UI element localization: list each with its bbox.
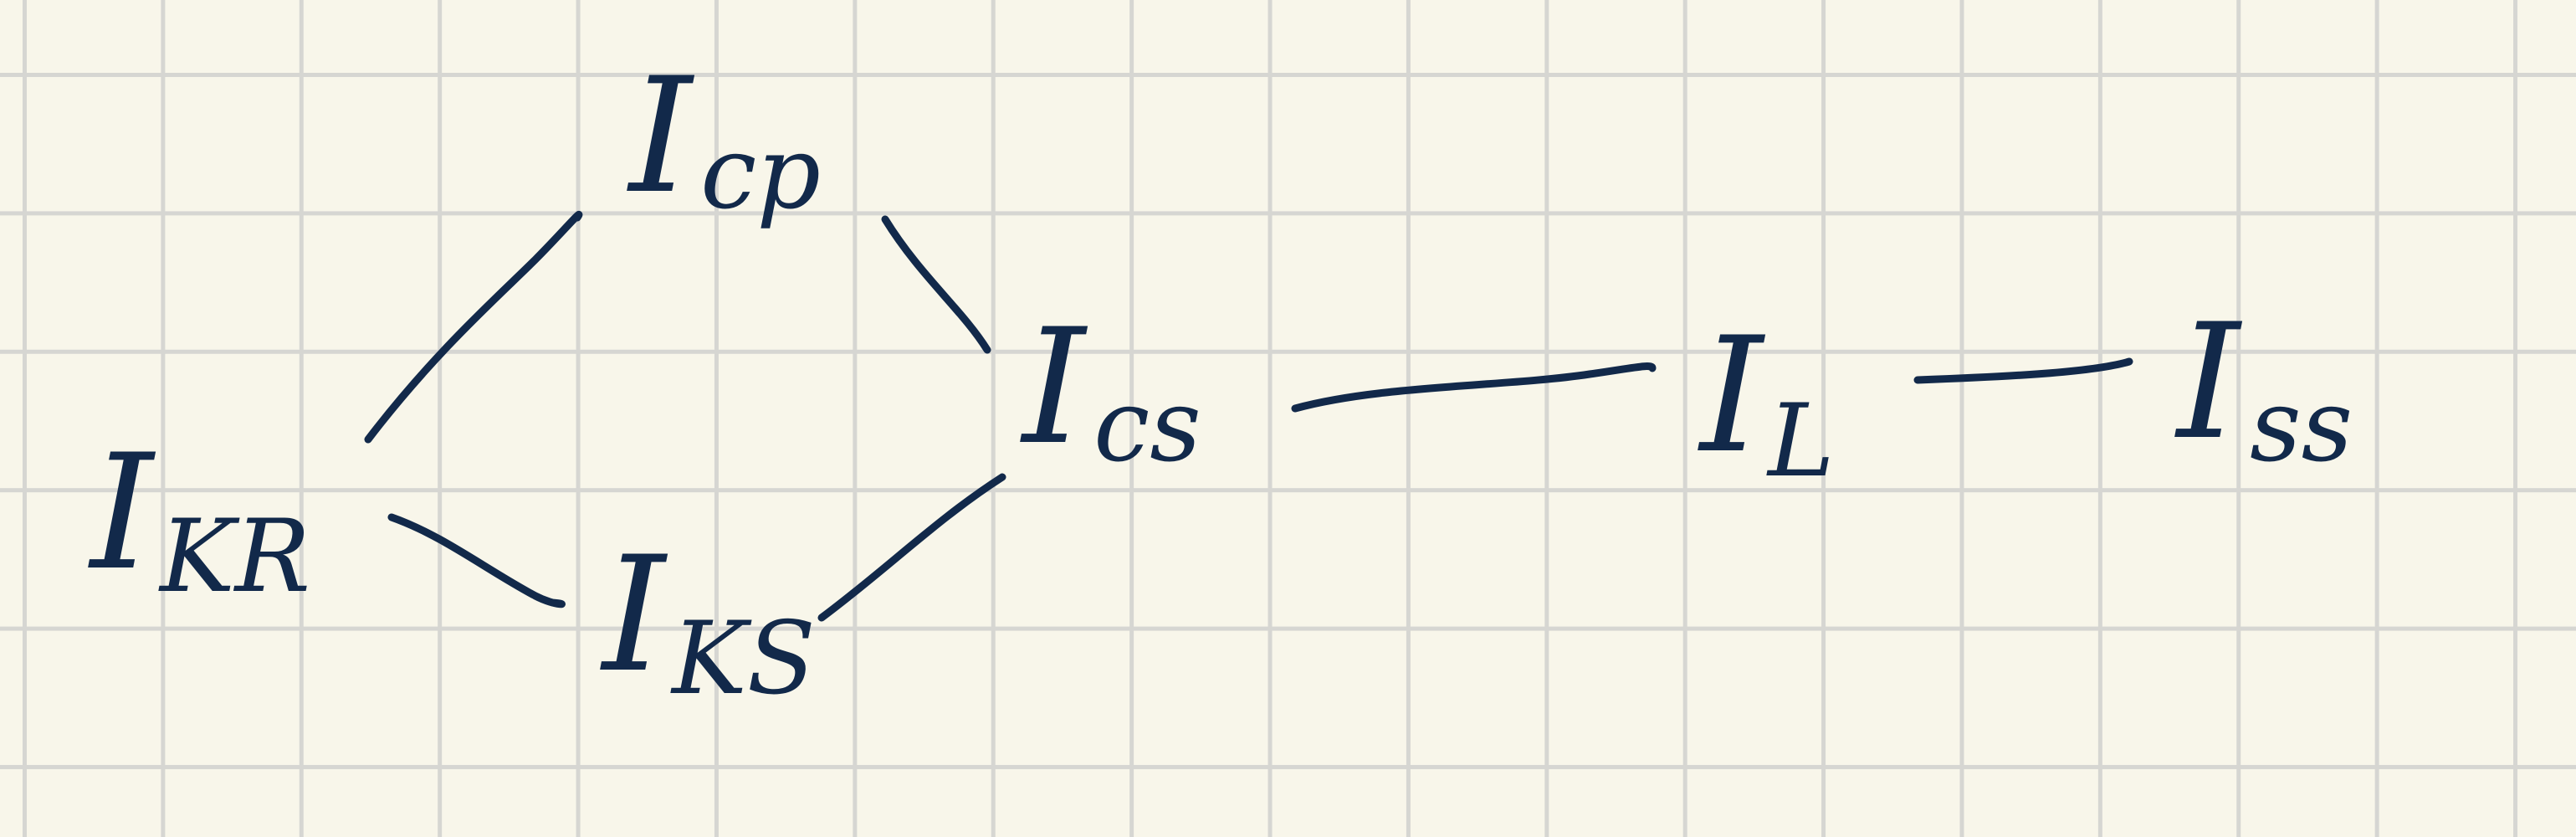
node-iks: IKS [600, 522, 816, 717]
node-iks-main: I [600, 522, 668, 707]
node-icp-main: I [627, 44, 695, 229]
node-iks-sub: KS [670, 601, 816, 717]
edge-ikr-iks [387, 513, 566, 608]
node-ikr-sub: KR [158, 499, 310, 615]
node-icp-sub: cp [700, 116, 821, 232]
node-ics-sub: cs [1093, 368, 1201, 485]
node-ikr-main: I [88, 420, 156, 605]
node-iss-main: I [2174, 290, 2243, 475]
edge-iks-ics [817, 473, 1006, 622]
node-il: IL [1698, 303, 1835, 500]
edge-il-iss [1913, 357, 2133, 384]
node-il-main: I [1698, 303, 1766, 488]
node-ics-main: I [1020, 295, 1088, 480]
node-iss-sub: ss [2250, 368, 2353, 485]
edge-icp-ics [881, 215, 991, 354]
node-il-sub: L [1766, 383, 1835, 500]
edge-ics-il [1291, 362, 1657, 413]
edge-ikr-icp [364, 210, 583, 444]
node-ikr: IKR [88, 420, 310, 615]
node-ics: Ics [1020, 295, 1201, 485]
node-icp: Icp [627, 44, 821, 232]
